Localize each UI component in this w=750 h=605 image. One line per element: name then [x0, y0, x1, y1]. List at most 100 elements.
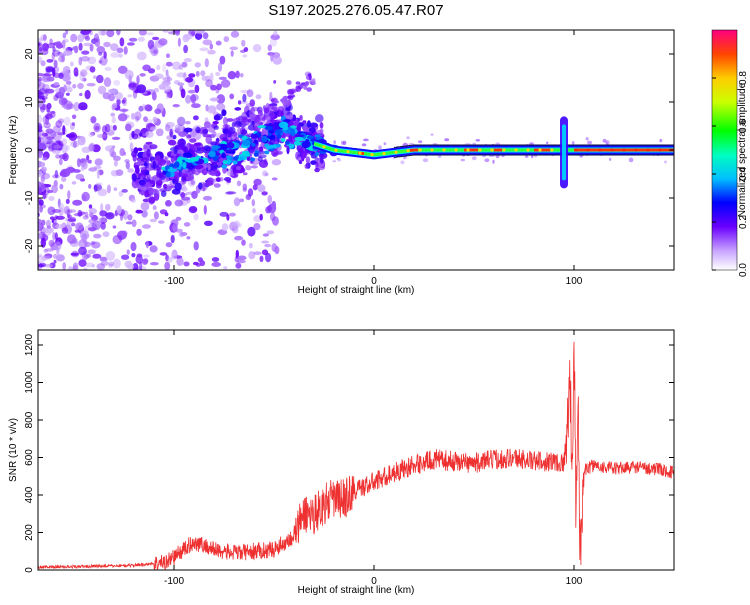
spectrogram-blob	[276, 134, 282, 139]
spectrogram-blob	[72, 199, 83, 206]
spectrogram-blob	[41, 255, 51, 261]
spectrogram-blob	[102, 131, 108, 141]
ridge-dot	[526, 148, 530, 152]
spectrogram-blob	[204, 58, 209, 68]
spectrogram-blob	[38, 56, 43, 64]
colorbar-tick-label: 0.8	[738, 71, 749, 85]
spectrogram-blob	[40, 161, 45, 169]
spectrogram-blob	[193, 241, 199, 251]
spectrogram-blob	[241, 239, 246, 246]
spectrogram-blob	[253, 152, 259, 157]
spectrogram-blob	[93, 233, 102, 239]
spectrogram-blob	[38, 222, 44, 232]
spectrogram-blob	[161, 63, 167, 73]
spectrogram-blob	[319, 157, 324, 164]
spectrogram-blob	[182, 162, 187, 169]
spectrogram-blob	[114, 92, 124, 100]
spectrogram-blob	[315, 161, 319, 170]
spectrogram-blob	[231, 121, 236, 128]
spectrogram-blob	[165, 171, 171, 178]
spectrogram-blob	[363, 138, 369, 142]
spectrogram-blob	[243, 47, 249, 52]
spectrogram-blob	[289, 143, 295, 148]
spectrogram-blob	[147, 68, 156, 74]
spectrogram-blob	[305, 156, 311, 164]
spectrogram-blob	[138, 105, 144, 112]
spectrogram-blob	[194, 62, 201, 68]
spectrogram-blob	[125, 221, 133, 225]
spectrogram-blob	[211, 145, 221, 150]
spectrogram-blob	[103, 77, 112, 88]
spectrogram-blob	[38, 255, 47, 263]
spectrogram-blob	[140, 166, 146, 170]
spectrogram-blob	[210, 84, 217, 91]
spectrogram-x-axis: -100 0 100	[164, 30, 583, 287]
spectrogram-blob	[152, 116, 158, 124]
spectrogram-blob	[118, 65, 128, 74]
spectrogram-blob	[55, 224, 65, 229]
spectrogram-blob	[113, 187, 118, 192]
spectrogram-blob	[143, 258, 149, 264]
spectrogram-blob	[226, 155, 231, 160]
spectrogram-blob	[220, 79, 231, 88]
spectrogram-blob	[97, 85, 107, 95]
spectrogram-blob	[246, 106, 251, 110]
spectrogram-blob	[173, 161, 180, 168]
spectrogram-blob	[196, 146, 201, 151]
spectrogram-blob	[184, 33, 193, 40]
spectrogram-blob	[286, 145, 290, 155]
spectrogram-blob	[47, 206, 56, 216]
spectrogram-blob	[170, 234, 175, 244]
spectrogram-blob	[472, 156, 477, 161]
spectrogram-blob	[192, 261, 199, 266]
spectrogram-blob	[406, 136, 410, 140]
spectrogram-blob	[131, 253, 136, 258]
spectrogram-blob	[68, 132, 78, 141]
spectrogram-blob	[149, 218, 157, 223]
spectrogram-blob	[294, 136, 304, 142]
spectrogram-blob	[235, 165, 241, 171]
spectrogram-blob	[194, 84, 200, 94]
spectrogram-blob	[315, 114, 324, 123]
snr-x-axis: -100 0 100	[164, 330, 583, 587]
spectrogram-blob	[205, 104, 209, 112]
spectrogram-blob	[83, 267, 88, 270]
spectrogram-blob	[289, 128, 296, 135]
spectrogram-blob	[71, 122, 75, 126]
colorbar-tick-label: 0.0	[738, 263, 749, 277]
ridge-dot	[586, 148, 590, 152]
spectrogram-blob	[89, 66, 96, 73]
spectrogram-blob	[271, 177, 278, 181]
spectrogram-blob	[77, 34, 85, 43]
spectrogram-blob	[207, 49, 216, 55]
spectrogram-blob	[70, 33, 78, 43]
spectrogram-blob	[226, 191, 237, 195]
spectrogram-blob	[110, 52, 120, 58]
spectrogram-blob	[253, 178, 262, 186]
spectrogram-blob	[200, 146, 206, 151]
spectrogram-blob	[112, 225, 117, 229]
spectrogram-blob	[147, 39, 155, 50]
spectrogram-blob	[46, 108, 51, 113]
spectrogram-blob	[314, 151, 320, 157]
ridge-dot	[382, 152, 386, 156]
spectrogram-blob	[81, 232, 87, 243]
spectrogram-blob	[100, 222, 106, 230]
spectrogram-blob	[180, 187, 188, 192]
spectrogram-blob	[215, 72, 221, 76]
spectrogram-blob	[287, 88, 294, 95]
spectrogram-blob	[284, 101, 291, 106]
spectrogram-blob	[258, 109, 263, 117]
spectrogram-blob	[88, 131, 94, 138]
spectrogram-blob	[174, 199, 184, 207]
spectrogram-blob	[89, 212, 94, 218]
spectrogram-y-tick-label: 10	[24, 96, 35, 108]
spectrogram-blob	[165, 69, 169, 77]
spectrogram-blob	[62, 262, 67, 270]
spectrogram-blob	[257, 125, 267, 129]
spectrogram-blob	[110, 112, 115, 117]
spectrogram-blob	[189, 138, 197, 143]
spectrogram-blob	[167, 168, 178, 173]
spectrogram-blob	[213, 165, 221, 169]
spectrogram-blob	[253, 251, 262, 255]
